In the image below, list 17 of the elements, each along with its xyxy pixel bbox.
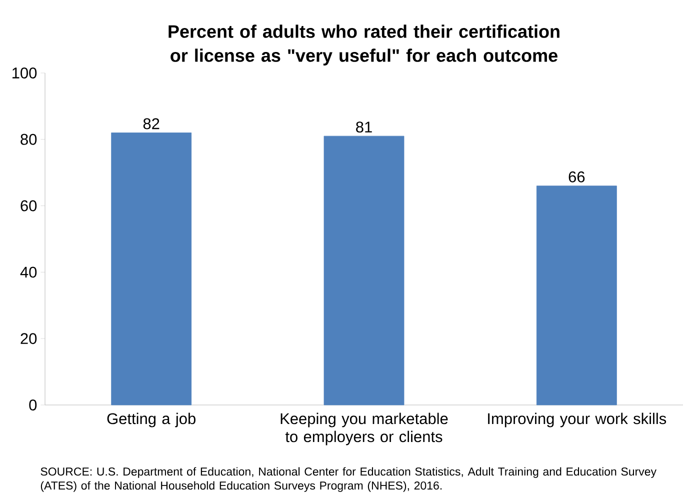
- y-tick-label: 0: [29, 400, 37, 410]
- data-label: 81: [356, 122, 372, 133]
- bar: [536, 186, 617, 406]
- y-tick-label: 100: [12, 68, 37, 78]
- bar: [111, 132, 192, 406]
- chart-title: Percent of adults who rated their certification or license as "very useful" for each outcome: [168, 24, 560, 66]
- x-tick-label: Getting a job: [107, 412, 196, 428]
- source-note: SOURCE: U.S. Department of Education, National Center for Education Statistics, Adult Training and Education Survey (ATES) of the National Household Education Surveys Program (NHES), 2016.: [40, 467, 656, 492]
- data-label: 66: [568, 171, 585, 182]
- x-tick-label: Keeping you marketable to employers or clients: [280, 412, 448, 446]
- x-tick-label: Improving your work skills: [488, 412, 666, 428]
- bar: [324, 136, 404, 406]
- data-label: 82: [143, 118, 160, 130]
- y-tick-label: 20: [20, 333, 37, 344]
- y-tick-label: 60: [20, 200, 37, 212]
- y-tick-label: 40: [20, 266, 37, 278]
- y-tick-label: 80: [20, 134, 37, 145]
